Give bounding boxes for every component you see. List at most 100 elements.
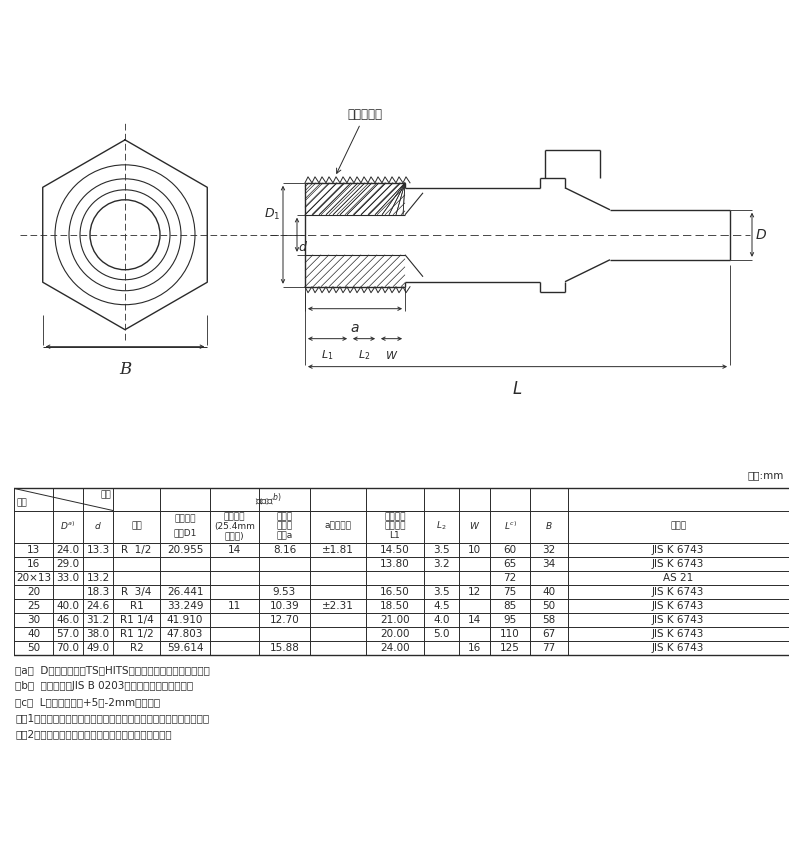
Text: 24.6: 24.6 [86,601,110,611]
Text: 40.0: 40.0 [56,601,79,611]
Text: 3.5: 3.5 [433,544,450,555]
Text: JIS K 6743: JIS K 6743 [652,643,705,653]
Text: $d$: $d$ [298,240,308,254]
Text: $L^{c)}$: $L^{c)}$ [503,519,517,532]
Text: 有効ねじ: 有効ねじ [384,512,406,521]
Text: JIS K 6743: JIS K 6743 [652,601,705,611]
Text: 32: 32 [542,544,555,555]
Text: $B$: $B$ [545,520,553,531]
Text: 33.0: 33.0 [56,573,79,583]
Text: 11: 11 [228,601,241,611]
Text: 77: 77 [542,643,555,653]
Text: 40: 40 [27,629,40,639]
Text: $W$: $W$ [385,349,398,360]
Text: 注c）  Lの許容差は、+5／-2mmとする。: 注c） Lの許容差は、+5／-2mmとする。 [15,697,161,707]
Text: 70.0: 70.0 [56,643,79,653]
Text: 8.16: 8.16 [273,544,296,555]
Text: 59.614: 59.614 [167,643,203,653]
Text: 呼径: 呼径 [17,499,27,507]
Text: インサート: インサート [337,108,382,173]
Text: 40: 40 [542,587,555,597]
Text: 5.0: 5.0 [433,629,450,639]
Text: 3.2: 3.2 [433,559,450,569]
Text: 18.3: 18.3 [86,587,110,597]
Text: 10: 10 [468,544,481,555]
Text: 13: 13 [27,544,40,555]
Text: aの許容差: aの許容差 [325,521,351,530]
Text: ねじ山数: ねじ山数 [224,512,246,521]
Text: 注a）  Dの許容差は、TS・HITS継手受口共通寸法図による。: 注a） Dの許容差は、TS・HITS継手受口共通寸法図による。 [15,665,210,675]
Text: $L_2$: $L_2$ [436,519,446,532]
Text: 注記2．管端防腔継手（コア付き）に対応しています。: 注記2．管端防腔継手（コア付き）に対応しています。 [15,729,172,739]
Text: 注記1．六角部及び内部の接水部は、硬質ポリ塩化ビニル製である。: 注記1．六角部及び内部の接水部は、硬質ポリ塩化ビニル製である。 [15,713,210,723]
Text: 20: 20 [27,587,40,597]
Text: 33.249: 33.249 [167,601,203,611]
Text: JIS K 6743: JIS K 6743 [652,629,705,639]
Text: 9.53: 9.53 [273,587,296,597]
Text: 基準径の: 基準径の [174,515,196,523]
Text: 49.0: 49.0 [86,643,110,653]
Text: AS 21: AS 21 [663,573,694,583]
Text: $L_1$: $L_1$ [322,349,334,362]
Text: $d$: $d$ [94,520,102,531]
Text: $D_1$: $D_1$ [264,208,280,222]
Text: 13.3: 13.3 [86,544,110,555]
Text: 57.0: 57.0 [56,629,79,639]
Text: 部の長さ: 部の長さ [384,522,406,531]
Text: 30: 30 [27,615,40,625]
Text: 20.955: 20.955 [167,544,203,555]
Text: 25: 25 [27,601,40,611]
Text: 単位:mm: 単位:mm [747,470,784,480]
Text: B: B [119,360,131,377]
Text: 3.5: 3.5 [433,587,450,597]
Text: につき): につき) [225,532,244,540]
Text: 基準径: 基準径 [276,512,293,521]
Text: 41.910: 41.910 [167,615,203,625]
Text: 14: 14 [228,544,241,555]
Text: $D^{a)}$: $D^{a)}$ [60,519,76,532]
Text: 呼び: 呼び [131,521,142,530]
Text: 50: 50 [27,643,40,653]
Text: 38.0: 38.0 [86,629,110,639]
Text: 95: 95 [503,615,517,625]
Text: 18.50: 18.50 [380,601,410,611]
Text: 125: 125 [500,643,520,653]
Text: 110: 110 [500,629,520,639]
Text: R1 1/2: R1 1/2 [120,629,154,639]
Text: 72: 72 [503,573,517,583]
Text: (25.4mm: (25.4mm [214,522,255,531]
Text: 24.00: 24.00 [380,643,410,653]
Text: 29.0: 29.0 [56,559,79,569]
Text: までの: までの [276,522,293,531]
Text: 4.0: 4.0 [433,615,450,625]
Text: 10.39: 10.39 [270,601,299,611]
Text: 16: 16 [27,559,40,569]
Text: 85: 85 [503,601,517,611]
Text: 20.00: 20.00 [380,629,410,639]
Text: 4.5: 4.5 [433,601,450,611]
Text: ねじ部$^{b)}$: ねじ部$^{b)}$ [255,491,282,508]
Text: 13.2: 13.2 [86,573,110,583]
Text: $W$: $W$ [469,520,480,531]
Text: ±1.81: ±1.81 [322,544,354,555]
Text: R1 1/4: R1 1/4 [120,615,154,625]
Text: $L_2$: $L_2$ [358,349,370,362]
Text: 75: 75 [503,587,517,597]
Text: R  3/4: R 3/4 [122,587,152,597]
Text: 21.00: 21.00 [380,615,410,625]
Text: 14: 14 [468,615,481,625]
Text: 60: 60 [503,544,517,555]
Text: 16: 16 [468,643,481,653]
Text: $a$: $a$ [350,321,360,335]
Text: JIS K 6743: JIS K 6743 [652,587,705,597]
Text: R1: R1 [130,601,143,611]
Text: 規　格: 規 格 [670,521,686,530]
Text: 47.803: 47.803 [167,629,203,639]
Text: R  1/2: R 1/2 [122,544,152,555]
Text: L1: L1 [390,532,400,540]
Text: 長さa: 長さa [276,532,293,540]
Text: 31.2: 31.2 [86,615,110,625]
Text: 12.70: 12.70 [270,615,299,625]
Text: JIS K 6743: JIS K 6743 [652,559,705,569]
Text: 12: 12 [468,587,481,597]
